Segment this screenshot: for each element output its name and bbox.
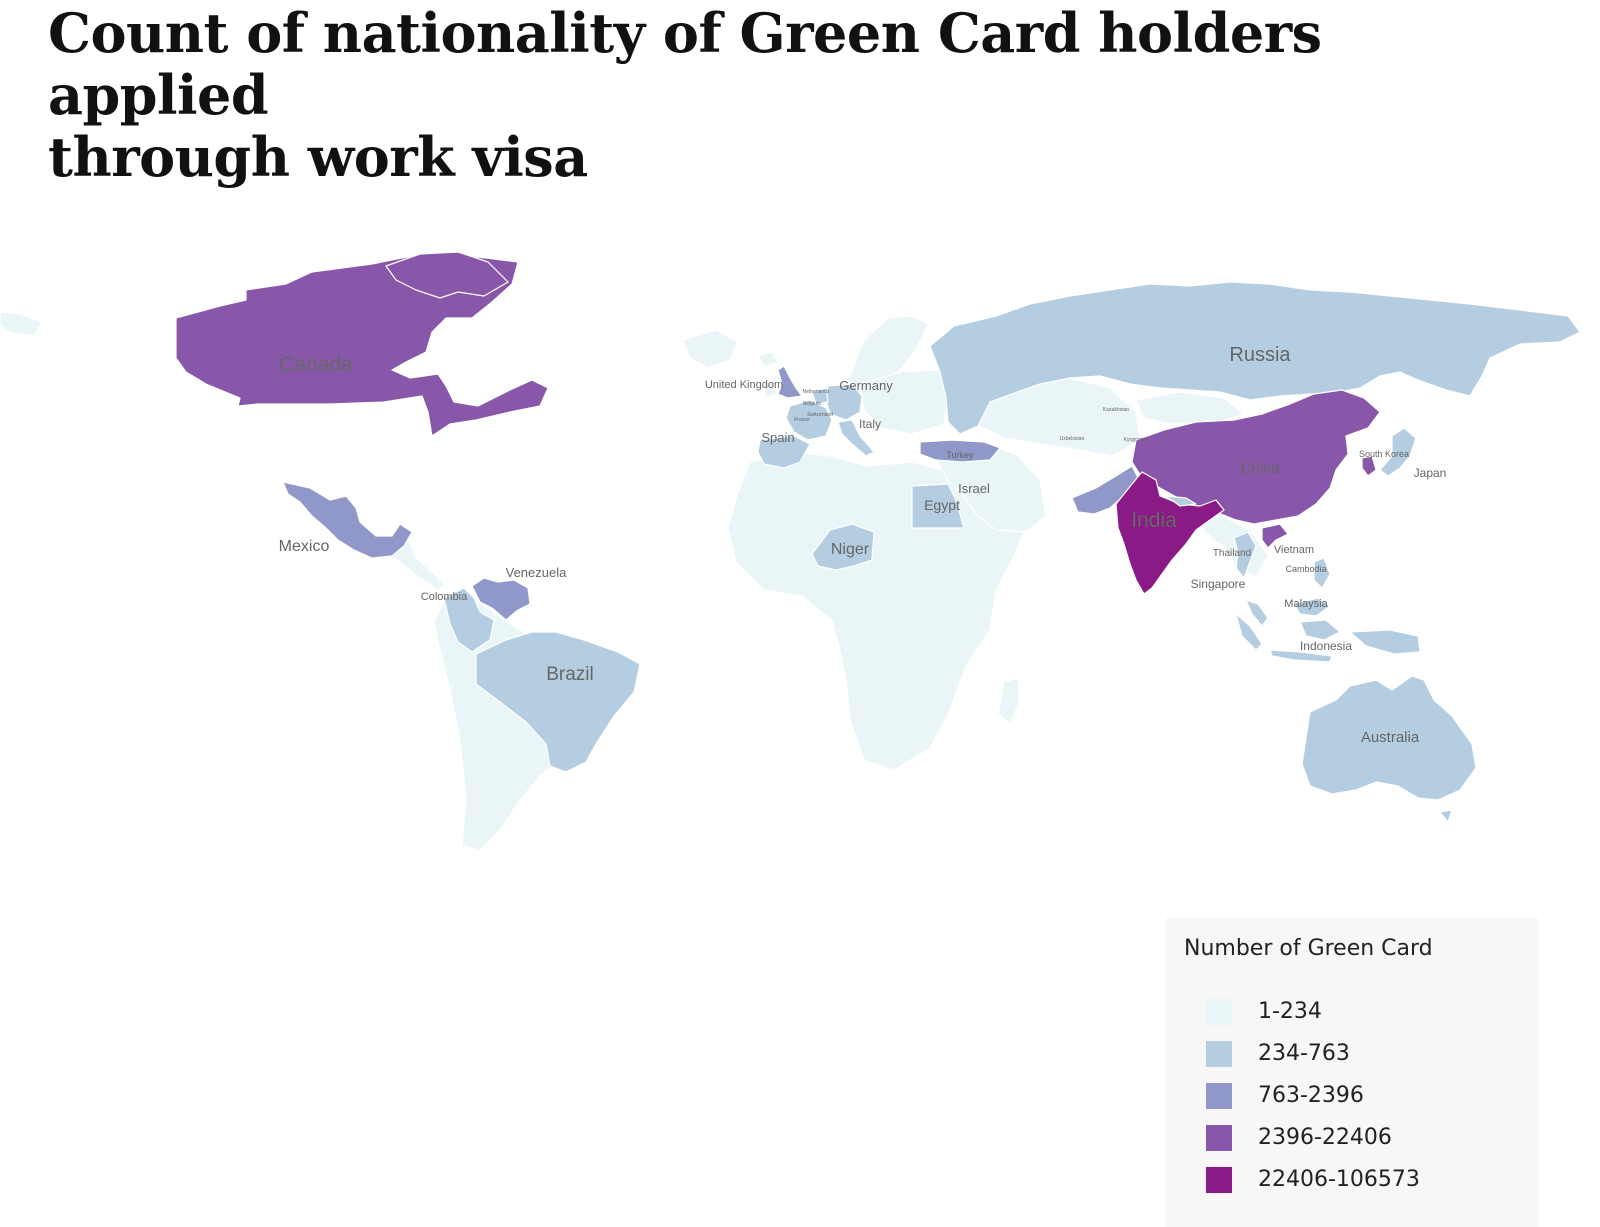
label-japan: Japan xyxy=(1414,466,1447,480)
label-australia: Australia xyxy=(1361,729,1420,746)
label-uk: United Kingdom xyxy=(705,379,783,391)
label-france: France xyxy=(794,417,810,423)
label-colombia: Colombia xyxy=(421,591,468,603)
country-indonesia[interactable] xyxy=(1235,613,1421,663)
country-spain[interactable] xyxy=(757,435,811,469)
label-cambodia: Cambodia xyxy=(1285,564,1326,574)
label-mexico: Mexico xyxy=(279,538,330,555)
label-south-korea: South Korea xyxy=(1359,449,1409,459)
country-south-korea[interactable] xyxy=(1361,455,1377,477)
label-india: India xyxy=(1131,509,1177,532)
label-canada: Canada xyxy=(279,353,353,376)
base-land xyxy=(0,311,1269,851)
country-tasmania xyxy=(1439,809,1453,823)
country-vietnam[interactable] xyxy=(1261,523,1289,549)
country-turkey[interactable] xyxy=(919,439,1001,463)
legend-swatch xyxy=(1206,1083,1232,1109)
legend-label: 2396-22406 xyxy=(1258,1125,1392,1150)
label-germany: Germany xyxy=(839,378,893,393)
label-belgium: Belgium xyxy=(803,401,821,407)
country-mexico[interactable] xyxy=(282,481,413,559)
country-madagascar xyxy=(997,677,1021,725)
label-venezuela: Venezuela xyxy=(506,565,567,580)
country-venezuela[interactable] xyxy=(471,577,531,621)
legend-label: 763-2396 xyxy=(1258,1083,1364,1108)
label-indonesia: Indonesia xyxy=(1300,639,1352,653)
country-eastern-europe xyxy=(859,369,949,435)
label-israel: Israel xyxy=(958,481,990,496)
legend-swatch xyxy=(1206,1167,1232,1193)
label-italy: Italy xyxy=(859,417,881,431)
country-labels: Canada Mexico Venezuela Colombia Brazil … xyxy=(279,344,1447,746)
country-greenland xyxy=(682,329,739,369)
legend-label: 234-763 xyxy=(1258,1041,1350,1066)
country-thailand[interactable] xyxy=(1233,531,1257,579)
country-russia[interactable] xyxy=(929,281,1581,435)
country-iceland xyxy=(757,351,779,367)
label-kazakhstan: Kazakhstan xyxy=(1103,407,1129,413)
country-colombia[interactable] xyxy=(443,587,495,653)
country-egypt[interactable] xyxy=(911,483,965,529)
country-ireland xyxy=(763,381,777,399)
countries-highlighted xyxy=(175,251,1581,823)
legend-swatch xyxy=(1206,1125,1232,1151)
chart-title: Count of nationality of Green Card holde… xyxy=(48,1,1322,189)
legend-title: Number of Green Card xyxy=(1184,936,1433,961)
country-australia[interactable] xyxy=(1301,675,1477,801)
country-africa-rest xyxy=(727,451,1027,771)
country-middle-east xyxy=(929,443,1047,533)
label-switzerland: Switzerland xyxy=(807,412,833,418)
country-japan[interactable] xyxy=(1379,427,1417,477)
legend: Number of Green Card 1-234 234-763 763-2… xyxy=(1166,918,1538,1227)
label-thailand: Thailand xyxy=(1213,548,1251,559)
country-mongolia xyxy=(1135,391,1245,425)
country-southeast-asia xyxy=(1193,515,1269,577)
legend-swatch xyxy=(1206,1041,1232,1067)
label-brazil: Brazil xyxy=(546,664,594,685)
country-benelux[interactable] xyxy=(811,387,829,405)
country-india[interactable] xyxy=(1115,471,1225,595)
label-vietnam: Vietnam xyxy=(1274,544,1314,556)
label-malaysia: Malaysia xyxy=(1284,598,1328,610)
country-philippines[interactable] xyxy=(1313,557,1331,589)
country-niger[interactable] xyxy=(811,523,875,571)
label-niger: Niger xyxy=(831,541,870,558)
country-italy[interactable] xyxy=(837,419,875,457)
country-brazil[interactable] xyxy=(475,631,641,773)
legend-label: 22406-106573 xyxy=(1258,1167,1420,1192)
label-turkey: Turkey xyxy=(946,450,974,460)
legend-swatch xyxy=(1206,999,1232,1025)
country-nepal[interactable] xyxy=(1165,495,1197,507)
label-china: China xyxy=(1240,460,1280,477)
label-netherlands: Netherlands xyxy=(803,389,830,395)
label-spain: Spain xyxy=(761,430,794,445)
label-russia: Russia xyxy=(1229,344,1291,366)
country-uk[interactable] xyxy=(777,365,803,399)
country-alaska xyxy=(0,311,43,337)
label-uzbekistan: Uzbekistan xyxy=(1060,436,1085,442)
country-malaysia[interactable] xyxy=(1245,597,1331,627)
label-egypt: Egypt xyxy=(924,497,960,513)
world-choropleth-map: Canada Mexico Venezuela Colombia Brazil … xyxy=(0,251,1581,851)
label-kyrgyzstan: Kyrgyzstan xyxy=(1124,437,1149,443)
country-canada-islands[interactable] xyxy=(385,251,509,299)
country-canada[interactable] xyxy=(175,253,549,437)
label-singapore: Singapore xyxy=(1191,577,1246,591)
legend-label: 1-234 xyxy=(1258,999,1322,1024)
